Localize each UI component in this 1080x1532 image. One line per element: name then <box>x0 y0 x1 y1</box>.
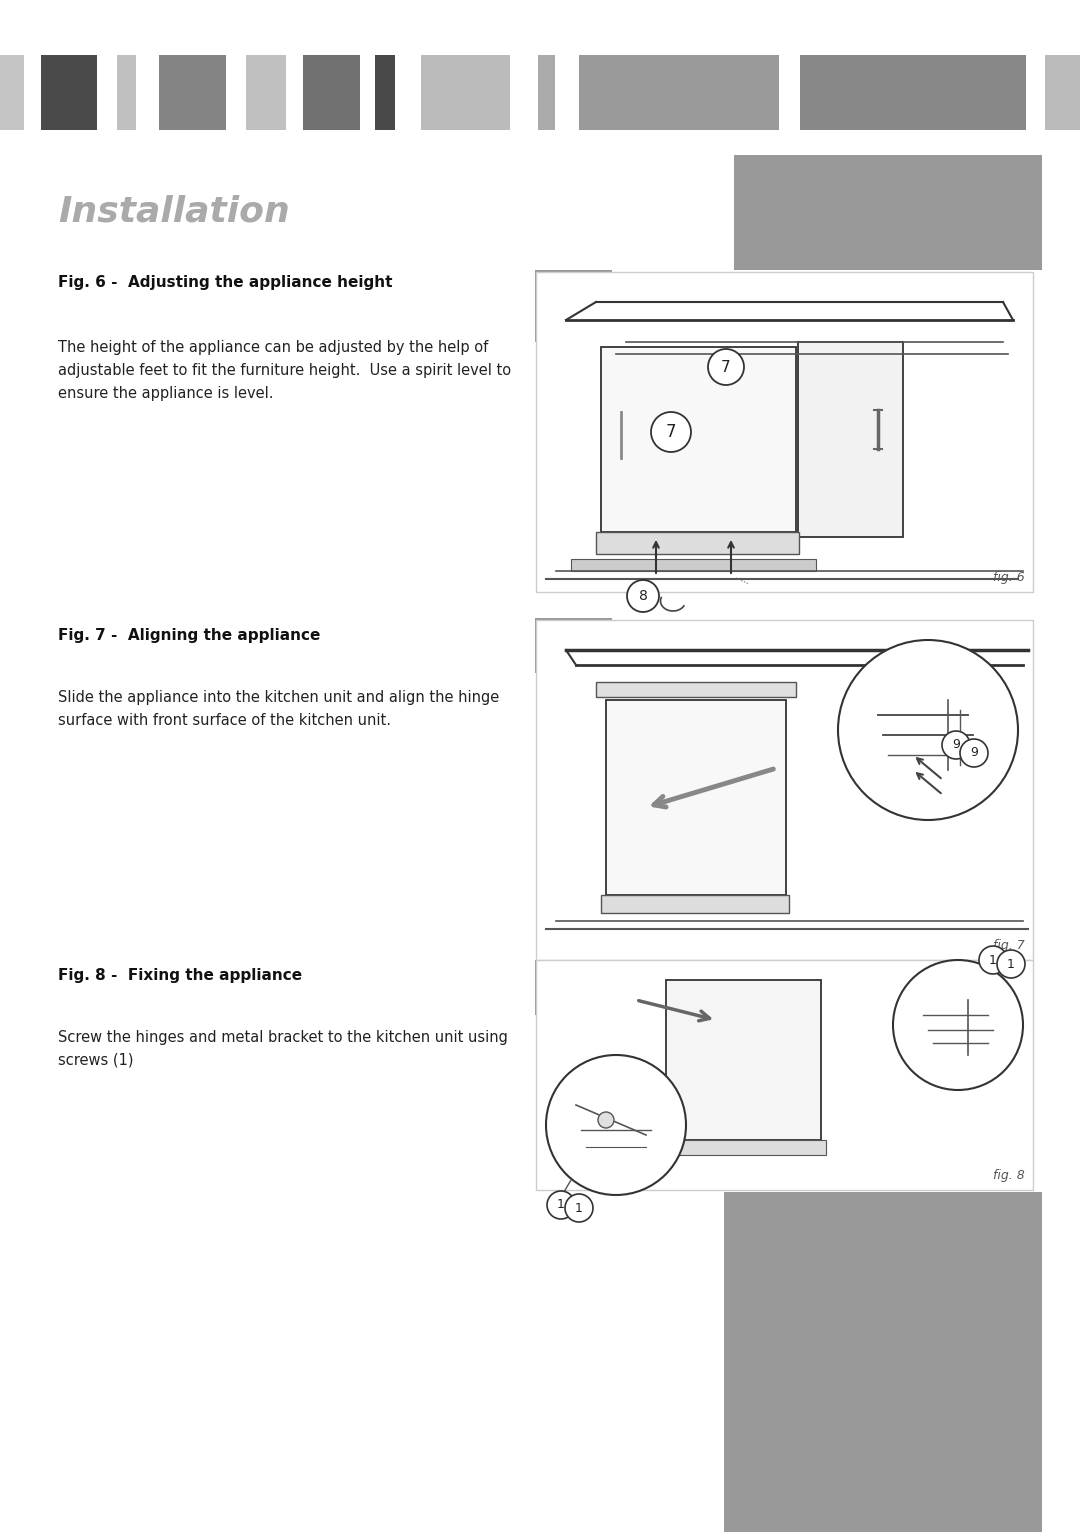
Bar <box>724 1192 1042 1532</box>
Text: 9: 9 <box>953 738 960 752</box>
Bar <box>535 961 612 1016</box>
Bar <box>535 270 612 342</box>
Text: Installation: Installation <box>58 195 289 228</box>
Bar <box>571 559 816 571</box>
Bar <box>1045 55 1080 130</box>
Bar <box>600 348 796 532</box>
Circle shape <box>627 581 659 611</box>
Bar <box>606 700 786 895</box>
Bar <box>0 55 24 130</box>
Text: 8: 8 <box>638 588 647 604</box>
Text: 7: 7 <box>721 360 731 374</box>
Bar <box>579 55 779 130</box>
Bar <box>800 55 1026 130</box>
Text: Fig. 7 -  Aligning the appliance: Fig. 7 - Aligning the appliance <box>58 628 321 643</box>
Text: Fig. 8 -  Fixing the appliance: Fig. 8 - Fixing the appliance <box>58 968 302 984</box>
Circle shape <box>598 1112 615 1128</box>
Bar <box>41 55 97 130</box>
Text: 7: 7 <box>665 423 676 441</box>
Circle shape <box>960 738 988 768</box>
Text: 1: 1 <box>1007 958 1015 970</box>
Circle shape <box>997 950 1025 977</box>
Text: fig. 7: fig. 7 <box>994 939 1025 951</box>
Bar <box>661 1140 826 1155</box>
Bar <box>798 342 903 538</box>
Text: 9: 9 <box>970 746 977 760</box>
Text: The height of the appliance can be adjusted by the help of
adjustable feet to fi: The height of the appliance can be adjus… <box>58 340 511 400</box>
Text: Screw the hinges and metal bracket to the kitchen unit using
screws (1): Screw the hinges and metal bracket to th… <box>58 1030 508 1068</box>
Text: 1: 1 <box>989 953 997 967</box>
Text: Slide the appliance into the kitchen unit and align the hinge
surface with front: Slide the appliance into the kitchen uni… <box>58 689 499 728</box>
Circle shape <box>838 640 1018 820</box>
Bar <box>536 273 1032 591</box>
Circle shape <box>546 1056 686 1195</box>
Bar <box>596 682 796 697</box>
Bar <box>666 980 821 1140</box>
Circle shape <box>651 412 691 452</box>
Text: 1: 1 <box>557 1198 565 1212</box>
Bar <box>536 620 1032 961</box>
Bar <box>159 55 226 130</box>
Bar <box>535 617 612 673</box>
Bar <box>536 961 1032 1190</box>
Bar <box>734 155 1042 270</box>
Text: 1: 1 <box>575 1201 583 1215</box>
Bar <box>303 55 360 130</box>
Text: Fig. 6 -  Adjusting the appliance height: Fig. 6 - Adjusting the appliance height <box>58 276 392 290</box>
Circle shape <box>708 349 744 385</box>
Bar <box>538 55 555 130</box>
Circle shape <box>942 731 970 758</box>
Bar <box>596 532 799 555</box>
Circle shape <box>893 961 1023 1089</box>
Circle shape <box>565 1193 593 1223</box>
Bar <box>375 55 395 130</box>
Bar <box>117 55 136 130</box>
Text: fig. 8: fig. 8 <box>994 1169 1025 1183</box>
Circle shape <box>978 945 1007 974</box>
Bar <box>600 895 789 913</box>
Circle shape <box>546 1190 575 1219</box>
Bar <box>246 55 286 130</box>
Text: fig. 6: fig. 6 <box>994 571 1025 584</box>
Bar <box>421 55 510 130</box>
